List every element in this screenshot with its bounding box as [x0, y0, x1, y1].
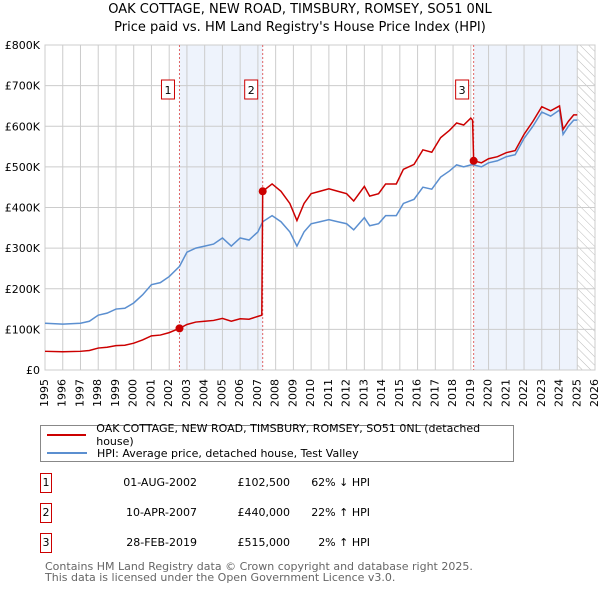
sale-number: 3 — [40, 533, 52, 553]
sale-row: 2 10-APR-2007 £440,000 22% ↑ HPI — [40, 503, 440, 523]
x-tick-label: 2022 — [517, 379, 530, 407]
y-tick-label: £100K — [5, 323, 41, 336]
sale-price: £440,000 — [237, 506, 291, 519]
sale-point — [469, 156, 478, 165]
sale-number-label: 2 — [248, 84, 255, 97]
x-tick-label: 1996 — [56, 379, 69, 407]
legend-swatch-blue — [47, 452, 87, 454]
property-price-line — [44, 104, 578, 353]
legend-label: HPI: Average price, detached house, Test… — [97, 446, 359, 460]
x-tick-label: 2023 — [535, 379, 548, 407]
x-tick-label: 2001 — [144, 379, 157, 407]
plot-frame — [44, 44, 596, 371]
x-tick-label: 1995 — [38, 379, 51, 407]
y-tick-label: £200K — [5, 283, 41, 296]
x-tick-label: 2014 — [375, 379, 388, 407]
x-tick-label: 2010 — [304, 379, 317, 407]
chart-title: OAK COTTAGE, NEW ROAD, TIMSBURY, ROMSEY,… — [108, 2, 492, 17]
chart-legend: OAK COTTAGE, NEW ROAD, TIMSBURY, ROMSEY,… — [40, 422, 514, 462]
y-tick-label: £0 — [26, 364, 40, 377]
y-tick-label: £500K — [5, 161, 41, 174]
x-tick-label: 1997 — [73, 379, 86, 407]
y-tick-label: £400K — [5, 202, 41, 215]
sale-number-box — [244, 79, 259, 100]
x-tick-label: 1998 — [91, 379, 104, 407]
legend-item-property: OAK COTTAGE, NEW ROAD, TIMSBURY, ROMSEY,… — [47, 422, 513, 448]
x-tick-label: 2011 — [322, 379, 335, 407]
hpi-line — [44, 108, 578, 325]
x-tick-label: 1999 — [109, 379, 122, 407]
sale-hpi-diff: 22% ↑ HPI — [311, 506, 370, 519]
sale-price: £102,500 — [237, 476, 291, 489]
x-tick-label: 2020 — [482, 379, 495, 407]
x-tick-label: 2018 — [446, 379, 459, 407]
sale-number-label: 1 — [164, 84, 171, 97]
sale-number: 1 — [40, 473, 52, 493]
x-tick-label: 2026 — [588, 379, 600, 407]
sale-point — [258, 187, 267, 196]
price-chart: 1995 1996 1997 1998 1999 2000 2001 2002 2003 2004… — [5, 39, 600, 407]
x-tick-label: 2000 — [127, 379, 140, 407]
x-tick-label: 2007 — [251, 379, 264, 407]
sale-row: 3 28-FEB-2019 £515,000 2% ↑ HPI — [40, 533, 440, 553]
x-tick-label: 2016 — [411, 379, 424, 407]
footer-copyright: Contains HM Land Registry data © Crown c… — [45, 560, 473, 573]
x-tick-label: 2005 — [215, 379, 228, 407]
sale-number: 2 — [40, 503, 52, 523]
y-tick-label: £800K — [5, 39, 41, 52]
sale-date: 01-AUG-2002 — [123, 476, 197, 489]
x-tick-label: 2002 — [162, 379, 175, 407]
x-tick-label: 2004 — [198, 379, 211, 407]
sale-hpi-diff: 2% ↑ HPI — [318, 536, 370, 549]
x-tick-label: 2013 — [357, 379, 370, 407]
x-tick-label: 2008 — [269, 379, 282, 407]
footer-licence: This data is licensed under the Open Gov… — [45, 571, 396, 584]
sale-row: 1 01-AUG-2002 £102,500 62% ↓ HPI — [40, 473, 440, 493]
legend-item-hpi: HPI: Average price, detached house, Test… — [47, 445, 359, 461]
sale-number-box — [455, 79, 470, 100]
x-tick-label: 2003 — [180, 379, 193, 407]
x-tick-label: 2017 — [428, 379, 441, 407]
sale-date: 10-APR-2007 — [125, 506, 197, 519]
sale-point — [175, 324, 184, 333]
x-tick-label: 2025 — [570, 379, 583, 407]
x-tick-label: 2019 — [464, 379, 477, 407]
legend-swatch-red — [47, 434, 87, 436]
y-tick-label: £300K — [5, 242, 41, 255]
sale-hpi-diff: 62% ↓ HPI — [311, 476, 370, 489]
y-tick-label: £700K — [5, 80, 41, 93]
x-tick-label: 2024 — [553, 379, 566, 407]
sale-number-box — [160, 79, 175, 100]
x-tick-label: 2021 — [499, 379, 512, 407]
legend-label: OAK COTTAGE, NEW ROAD, TIMSBURY, ROMSEY,… — [96, 422, 481, 448]
sale-date: 28-FEB-2019 — [126, 536, 197, 549]
x-tick-label: 2015 — [393, 379, 406, 407]
y-tick-label: £600K — [5, 120, 41, 133]
sale-price: £515,000 — [237, 536, 291, 549]
chart-subtitle: Price paid vs. HM Land Registry's House … — [114, 20, 486, 35]
x-tick-label: 2006 — [233, 379, 246, 407]
x-tick-label: 2009 — [286, 379, 299, 407]
x-tick-label: 2012 — [340, 379, 353, 407]
sale-number-label: 3 — [459, 84, 466, 97]
